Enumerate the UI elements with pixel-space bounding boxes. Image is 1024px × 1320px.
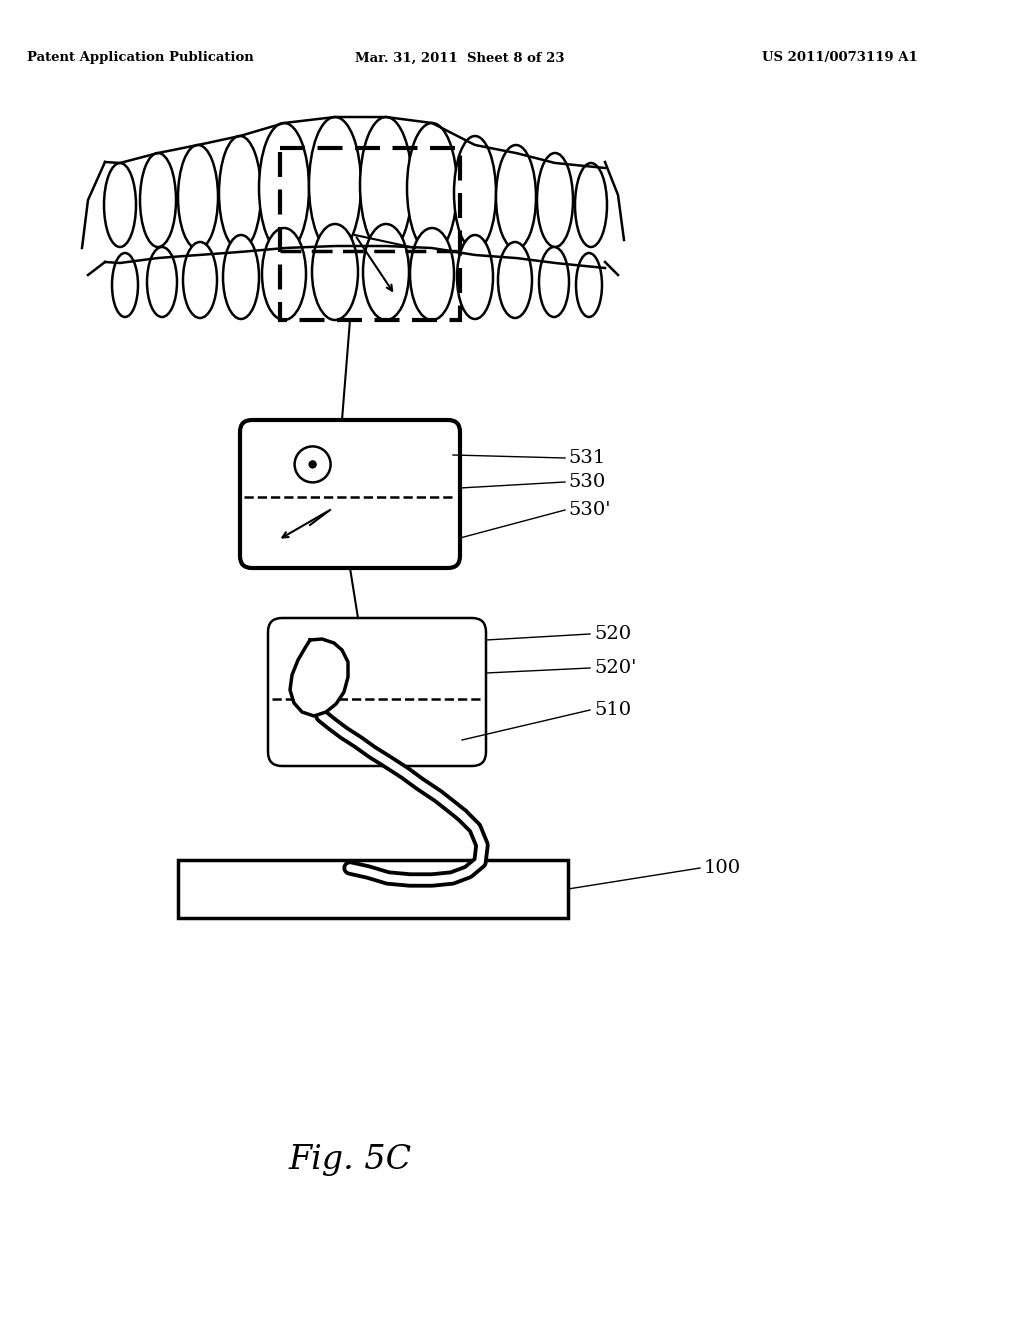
Ellipse shape bbox=[112, 253, 138, 317]
FancyBboxPatch shape bbox=[240, 420, 460, 568]
Ellipse shape bbox=[178, 145, 218, 249]
Ellipse shape bbox=[223, 235, 259, 319]
Ellipse shape bbox=[407, 123, 457, 253]
Ellipse shape bbox=[496, 145, 536, 249]
Text: Fig. 5C: Fig. 5C bbox=[289, 1144, 412, 1176]
Ellipse shape bbox=[183, 242, 217, 318]
Ellipse shape bbox=[219, 136, 261, 249]
Ellipse shape bbox=[454, 136, 496, 249]
Text: 510: 510 bbox=[594, 701, 631, 719]
Text: Patent Application Publication: Patent Application Publication bbox=[27, 51, 253, 65]
Ellipse shape bbox=[262, 228, 306, 319]
Ellipse shape bbox=[575, 162, 607, 247]
Text: 530: 530 bbox=[568, 473, 605, 491]
Circle shape bbox=[309, 461, 316, 467]
Text: 520: 520 bbox=[594, 624, 631, 643]
Text: 100: 100 bbox=[705, 859, 741, 876]
Text: 531: 531 bbox=[568, 449, 605, 467]
Ellipse shape bbox=[147, 247, 177, 317]
Text: 530': 530' bbox=[568, 502, 610, 519]
Ellipse shape bbox=[498, 242, 532, 318]
Ellipse shape bbox=[309, 117, 361, 253]
Bar bbox=[178, 861, 568, 917]
Ellipse shape bbox=[360, 117, 412, 253]
Ellipse shape bbox=[539, 247, 569, 317]
Text: Mar. 31, 2011  Sheet 8 of 23: Mar. 31, 2011 Sheet 8 of 23 bbox=[355, 51, 565, 65]
Ellipse shape bbox=[259, 123, 309, 253]
Ellipse shape bbox=[140, 153, 176, 247]
Ellipse shape bbox=[410, 228, 454, 319]
Bar bbox=[280, 148, 460, 319]
Polygon shape bbox=[290, 639, 348, 715]
Ellipse shape bbox=[457, 235, 493, 319]
Ellipse shape bbox=[575, 253, 602, 317]
Ellipse shape bbox=[104, 162, 136, 247]
Ellipse shape bbox=[362, 224, 409, 319]
Ellipse shape bbox=[312, 224, 358, 319]
Ellipse shape bbox=[537, 153, 573, 247]
FancyBboxPatch shape bbox=[268, 618, 486, 766]
Text: US 2011/0073119 A1: US 2011/0073119 A1 bbox=[762, 51, 918, 65]
Text: 520': 520' bbox=[594, 659, 636, 677]
